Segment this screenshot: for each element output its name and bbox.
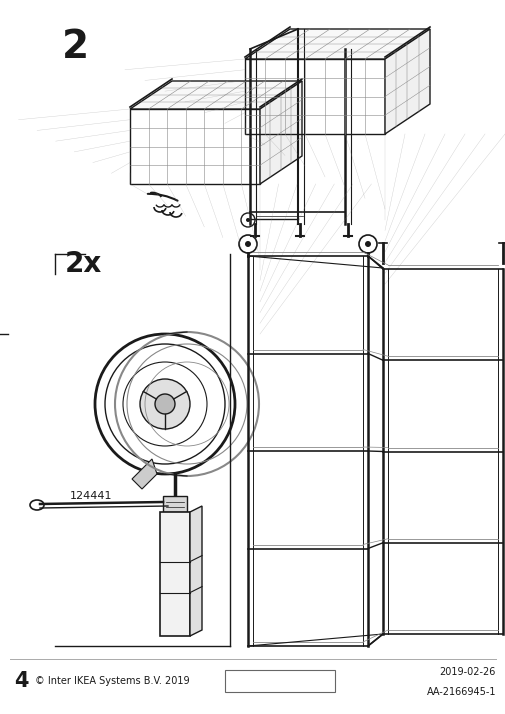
FancyArrowPatch shape xyxy=(147,194,177,201)
Polygon shape xyxy=(132,459,157,489)
Text: AA-2166945-1: AA-2166945-1 xyxy=(426,687,495,697)
Circle shape xyxy=(364,241,370,247)
Text: 2019-02-26: 2019-02-26 xyxy=(439,667,495,677)
Polygon shape xyxy=(130,81,301,109)
Polygon shape xyxy=(260,81,301,184)
Text: 2x: 2x xyxy=(65,250,102,278)
Polygon shape xyxy=(244,29,429,59)
Text: © Inter IKEA Systems B.V. 2019: © Inter IKEA Systems B.V. 2019 xyxy=(35,676,189,686)
Circle shape xyxy=(245,218,249,222)
Circle shape xyxy=(155,394,175,414)
Bar xyxy=(160,512,189,636)
Text: 2: 2 xyxy=(62,28,89,66)
Circle shape xyxy=(244,241,250,247)
Circle shape xyxy=(140,379,189,429)
Bar xyxy=(163,496,187,512)
Polygon shape xyxy=(384,29,429,134)
Bar xyxy=(225,670,334,692)
Text: 4: 4 xyxy=(14,671,28,691)
Text: 124441: 124441 xyxy=(70,491,112,501)
Polygon shape xyxy=(189,506,201,636)
